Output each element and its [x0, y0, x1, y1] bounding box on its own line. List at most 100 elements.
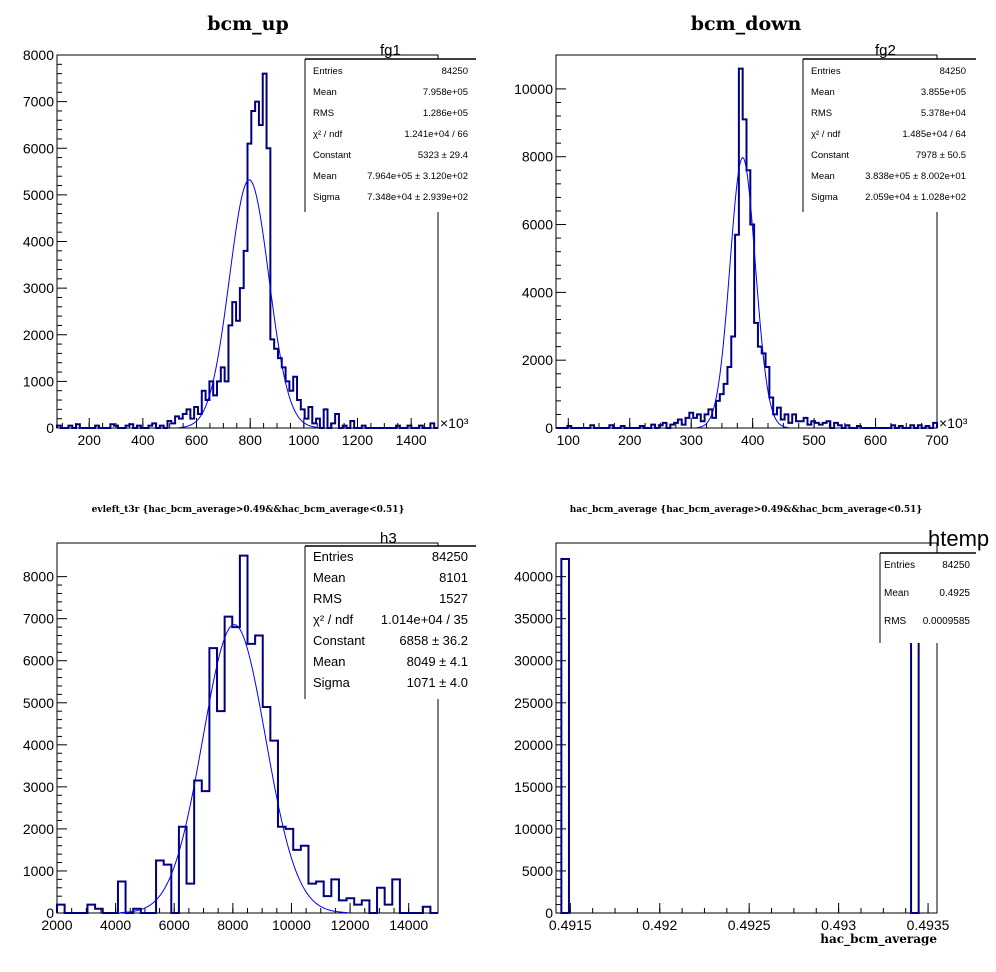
- histogram-name: h3: [380, 530, 397, 547]
- y-tick-label: 5000: [522, 863, 553, 879]
- gaussian-fit-curve: [178, 179, 320, 429]
- stat-value: 0.4925: [939, 588, 970, 599]
- stat-value: 1071 ± 4.0: [407, 675, 468, 690]
- x-tick-label: 200: [78, 432, 102, 448]
- stats-box: [880, 553, 976, 643]
- y-tick-label: 35000: [514, 611, 553, 627]
- y-tick-label: 8000: [522, 149, 553, 165]
- stat-value: 7.958e+05: [423, 87, 468, 98]
- stat-value: 8049 ± 4.1: [407, 654, 468, 669]
- stat-value: 84250: [442, 66, 468, 77]
- stat-label: Sigma: [313, 192, 341, 203]
- chart-title: hac_bcm_average {hac_bcm_average>0.49&&h…: [570, 505, 923, 515]
- y-tick-label: 6000: [23, 140, 54, 156]
- x-tick-label: 0.4925: [728, 917, 771, 933]
- y-tick-label: 3000: [23, 280, 54, 296]
- x-tick-label: 10000: [272, 917, 311, 933]
- x-tick-label: 0.4935: [907, 917, 950, 933]
- y-tick-label: 15000: [514, 779, 553, 795]
- y-tick-label: 4000: [23, 234, 54, 250]
- x-tick-label: 200: [618, 432, 642, 448]
- y-tick-label: 6000: [23, 653, 54, 669]
- y-tick-label: 25000: [514, 695, 553, 711]
- y-tick-label: 8000: [23, 569, 54, 585]
- histogram-panel-fg1: bcm_up 0 1000 2000 3000 4000 5000 6000 7000 8000 2…: [23, 13, 476, 448]
- y-tick-label: 3000: [23, 779, 54, 795]
- x-tick-label: 1200: [342, 432, 373, 448]
- stat-label: Constant: [313, 633, 365, 648]
- x-axis-title: hac_bcm_average: [820, 932, 937, 947]
- stat-value: 1.485e+04 / 64: [902, 129, 966, 140]
- stat-value: 8101: [439, 570, 468, 585]
- stat-label: Mean: [313, 570, 346, 585]
- y-tick-label: 7000: [23, 94, 54, 110]
- stat-label: χ² / ndf: [313, 612, 353, 627]
- x-tick-label: 300: [680, 432, 704, 448]
- x-tick-label: 700: [925, 432, 949, 448]
- stat-value: 5323 ± 29.4: [418, 150, 468, 161]
- stat-label: RMS: [313, 108, 334, 119]
- y-tick-label: 1000: [23, 373, 54, 389]
- chart-title: bcm_down: [691, 13, 802, 35]
- histogram-name: fg2: [875, 42, 896, 59]
- x-tick-label: 800: [239, 432, 263, 448]
- x-tick-label: 0.4915: [549, 917, 592, 933]
- x-tick-label: 600: [185, 432, 209, 448]
- y-tick-label: 1000: [23, 863, 54, 879]
- y-tick-label: 7000: [23, 611, 54, 627]
- x-tick-label: 600: [864, 432, 888, 448]
- y-tick-label: 0: [545, 905, 553, 921]
- stat-label: Entries: [811, 66, 841, 77]
- y-tick-label: 10000: [514, 81, 553, 97]
- stat-value: 1527: [439, 591, 468, 606]
- gaussian-fit-curve: [696, 156, 789, 429]
- x-tick-label: 8000: [217, 917, 248, 933]
- stat-label: Mean: [811, 87, 835, 98]
- stat-label: Entries: [313, 549, 354, 564]
- stat-value: 1.286e+05: [423, 108, 468, 119]
- x-exponent-label: ×10³: [440, 415, 469, 431]
- histogram-line: [56, 72, 438, 429]
- stat-value: 6858 ± 36.2: [399, 633, 468, 648]
- histogram-line: [556, 67, 938, 429]
- stat-value: 1.014e+04 / 35: [381, 612, 468, 627]
- stat-value: 0.0009585: [923, 616, 971, 627]
- histogram-line: [56, 554, 438, 914]
- y-tick-label: 8000: [23, 47, 54, 63]
- x-tick-label: 400: [741, 432, 765, 448]
- stat-value: 84250: [942, 560, 970, 571]
- stat-value: 5.378e+04: [921, 108, 966, 119]
- histogram-name: fg1: [380, 42, 401, 59]
- stats-box: [803, 59, 976, 212]
- stat-value: 84250: [940, 66, 966, 77]
- stats-box: [305, 546, 476, 699]
- stat-label: Entries: [313, 66, 343, 77]
- stat-label: RMS: [884, 616, 907, 627]
- stat-label: Entries: [884, 560, 915, 571]
- y-tick-label: 10000: [514, 821, 553, 837]
- plot-frame: [555, 54, 938, 429]
- stat-value: 7.348e+04 ± 2.939e+02: [367, 192, 468, 203]
- histogram-panel-fg2: bcm_down 0 2000 4000 6000 8000 10000 100 200 300 4…: [514, 13, 976, 448]
- x-tick-label: 100: [557, 432, 581, 448]
- y-tick-label: 0: [545, 420, 553, 436]
- histogram-bar: [560, 557, 570, 915]
- stat-label: Mean: [811, 171, 835, 182]
- stat-label: Mean: [884, 588, 909, 599]
- stat-label: Sigma: [811, 192, 839, 203]
- histogram-name: htemp: [928, 526, 989, 551]
- y-tick-label: 4000: [522, 284, 553, 300]
- y-tick-label: 0: [46, 905, 54, 921]
- chart-title: evleft_t3r {hac_bcm_average>0.49&&hac_bc…: [92, 505, 405, 515]
- stat-value: 2.059e+04 ± 1.028e+02: [865, 192, 966, 203]
- x-tick-label: 400: [131, 432, 155, 448]
- x-tick-label: 1400: [396, 432, 427, 448]
- stat-label: χ² / ndf: [313, 129, 343, 140]
- x-tick-label: 12000: [331, 917, 370, 933]
- y-tick-label: 2000: [23, 327, 54, 343]
- stat-value: 3.838e+05 ± 8.002e+01: [865, 171, 966, 182]
- y-tick-label: 20000: [514, 737, 553, 753]
- stat-label: Sigma: [313, 675, 351, 690]
- stat-value: 1.241e+04 / 66: [404, 129, 468, 140]
